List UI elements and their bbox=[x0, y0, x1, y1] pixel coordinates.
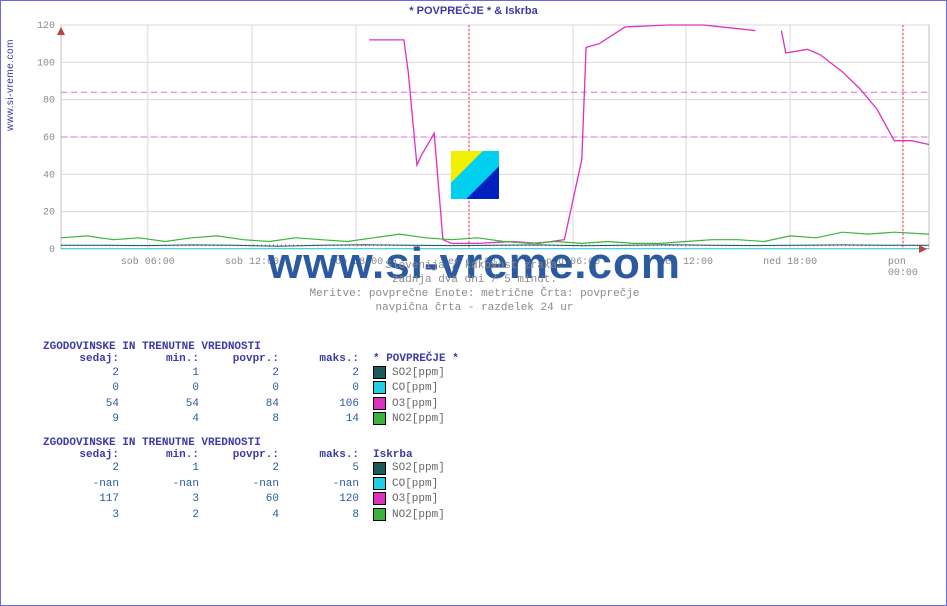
chart: 0 20 40 60 80 100 120 bbox=[37, 21, 933, 255]
svg-text:120: 120 bbox=[37, 21, 55, 32]
table-cell: -nan bbox=[203, 476, 283, 491]
table-cell: 84 bbox=[203, 396, 283, 411]
table-cell: 14 bbox=[283, 411, 363, 426]
subtitle-line-4: navpična črta - razdelek 24 ur bbox=[1, 301, 947, 315]
svg-text:40: 40 bbox=[43, 170, 55, 181]
table-cell: -nan bbox=[123, 476, 203, 491]
table-row: 2125SO2[ppm] bbox=[43, 461, 446, 476]
svg-text:0: 0 bbox=[49, 245, 55, 255]
legend-label: NO2[ppm] bbox=[388, 411, 463, 426]
subtitle-line-2: zadnja dva dni / 5 minut. bbox=[1, 273, 947, 287]
data-table: sedaj:min.:povpr.:maks.:* POVPREČJE *212… bbox=[43, 353, 463, 427]
legend-label: NO2[ppm] bbox=[388, 507, 446, 522]
table-cell: -nan bbox=[283, 476, 363, 491]
legend-swatch-icon bbox=[373, 462, 386, 475]
svg-text:20: 20 bbox=[43, 208, 55, 219]
table-row: 94814 NO2[ppm] bbox=[43, 411, 463, 426]
table-cell: 2 bbox=[43, 461, 123, 476]
table-cell: 0 bbox=[283, 380, 363, 395]
table-row: -nan-nan-nan-nanCO[ppm] bbox=[43, 476, 446, 491]
table-cell: 2 bbox=[203, 461, 283, 476]
subtitle-line-1: Slovenija / kakovost zraka. bbox=[1, 259, 947, 273]
table-cell: 9 bbox=[43, 411, 123, 426]
table-cell: 8 bbox=[203, 411, 283, 426]
table-header: maks.: bbox=[283, 353, 363, 365]
table-cell: 60 bbox=[203, 491, 283, 506]
svg-text:80: 80 bbox=[43, 96, 55, 107]
table-header: Iskrba bbox=[363, 449, 446, 461]
legend-label: O3[ppm] bbox=[388, 396, 463, 411]
table-row: 545484106O3[ppm] bbox=[43, 396, 463, 411]
table-row: 0000CO[ppm] bbox=[43, 380, 463, 395]
table-cell: 4 bbox=[123, 411, 203, 426]
table-cell: 1 bbox=[123, 365, 203, 380]
subtitle-line-3: Meritve: povprečne Enote: metrične Črta:… bbox=[1, 287, 947, 301]
table-cell: 54 bbox=[123, 396, 203, 411]
table-cell: 117 bbox=[43, 491, 123, 506]
table-cell: 0 bbox=[203, 380, 283, 395]
data-table: sedaj:min.:povpr.:maks.:Iskrba2125SO2[pp… bbox=[43, 449, 446, 523]
table-cell: -nan bbox=[43, 476, 123, 491]
legend-label: SO2[ppm] bbox=[388, 461, 446, 476]
table-header: min.: bbox=[123, 353, 203, 365]
table-cell: 3 bbox=[43, 507, 123, 522]
table-cell: 2 bbox=[283, 365, 363, 380]
table-cell: 120 bbox=[283, 491, 363, 506]
legend-label: SO2[ppm] bbox=[388, 365, 463, 380]
chart-title: * POVPREČJE * & Iskrba bbox=[1, 5, 946, 17]
legend-label: CO[ppm] bbox=[388, 476, 446, 491]
table-cell: 0 bbox=[123, 380, 203, 395]
legend-swatch-icon bbox=[373, 366, 386, 379]
table-row: 2122SO2[ppm] bbox=[43, 365, 463, 380]
table-cell: 2 bbox=[123, 507, 203, 522]
table-header: povpr.: bbox=[203, 449, 283, 461]
y-axis-label: www.si-vreme.com bbox=[5, 39, 16, 131]
table-cell: 106 bbox=[283, 396, 363, 411]
table-title: ZGODOVINSKE IN TRENUTNE VREDNOSTI bbox=[43, 341, 463, 353]
table-header: sedaj: bbox=[43, 449, 123, 461]
table-cell: 3 bbox=[123, 491, 203, 506]
table-header: min.: bbox=[123, 449, 203, 461]
table-header: * POVPREČJE * bbox=[363, 353, 463, 365]
legend-label: CO[ppm] bbox=[388, 380, 463, 395]
table-cell: 8 bbox=[283, 507, 363, 522]
data-tables: ZGODOVINSKE IN TRENUTNE VREDNOSTIsedaj:m… bbox=[43, 331, 463, 522]
table-cell: 1 bbox=[123, 461, 203, 476]
legend-swatch-icon bbox=[373, 492, 386, 505]
legend-swatch-icon bbox=[373, 412, 386, 425]
legend-swatch-icon bbox=[373, 508, 386, 521]
table-cell: 2 bbox=[203, 365, 283, 380]
table-cell: 4 bbox=[203, 507, 283, 522]
table-cell: 2 bbox=[43, 365, 123, 380]
table-cell: 5 bbox=[283, 461, 363, 476]
table-cell: 54 bbox=[43, 396, 123, 411]
legend-swatch-icon bbox=[373, 381, 386, 394]
table-header: maks.: bbox=[283, 449, 363, 461]
svg-text:100: 100 bbox=[37, 58, 55, 69]
table-header: sedaj: bbox=[43, 353, 123, 365]
svg-text:60: 60 bbox=[43, 133, 55, 144]
table-cell: 0 bbox=[43, 380, 123, 395]
table-header: povpr.: bbox=[203, 353, 283, 365]
table-row: 117360120 O3[ppm] bbox=[43, 491, 446, 506]
legend-label: O3[ppm] bbox=[388, 491, 446, 506]
legend-swatch-icon bbox=[373, 397, 386, 410]
table-title: ZGODOVINSKE IN TRENUTNE VREDNOSTI bbox=[43, 437, 463, 449]
table-row: 3248 NO2[ppm] bbox=[43, 507, 446, 522]
legend-swatch-icon bbox=[373, 477, 386, 490]
chart-subtitle: Slovenija / kakovost zraka. zadnja dva d… bbox=[1, 259, 947, 315]
